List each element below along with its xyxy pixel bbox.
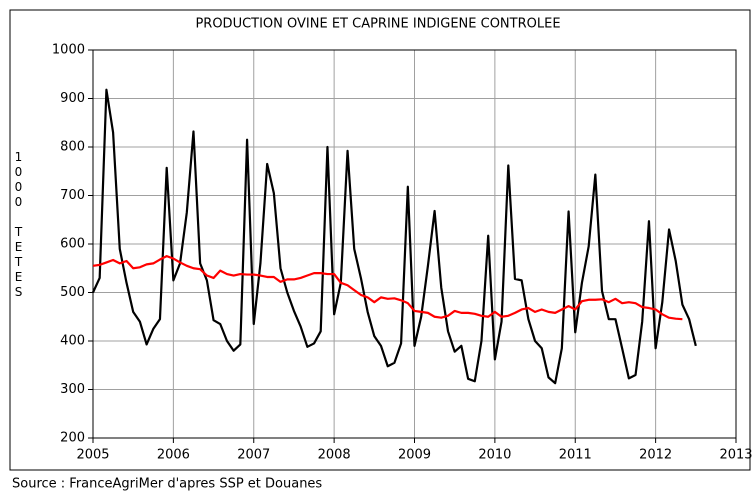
- series-line: [92, 255, 683, 321]
- x-tick-label: 2011: [559, 448, 592, 463]
- y-tick-label: 600: [60, 237, 85, 252]
- y-tick-label: 1000: [52, 43, 85, 58]
- y-tick-label: 800: [60, 140, 85, 155]
- x-tick-label: 2010: [478, 448, 511, 463]
- source: Source : FranceAgriMer d'apres SSP et Do…: [12, 477, 322, 492]
- x-tick-label: 2009: [398, 448, 431, 463]
- x-tick-label: 2012: [639, 448, 672, 463]
- plot-frame: [92, 49, 737, 439]
- x-tick-label: 2008: [318, 448, 351, 463]
- y-tick-label: 700: [60, 188, 85, 203]
- x-tick-label: 2013: [719, 448, 752, 463]
- series-line: [92, 88, 697, 385]
- x-tick-label: 2007: [237, 448, 270, 463]
- y-tick-label: 200: [60, 431, 85, 446]
- x-tick-label: 2005: [76, 448, 109, 463]
- y-tick-label: 400: [60, 334, 85, 349]
- chart-title: PRODUCTION OVINE ET CAPRINE INDIGENE CON…: [195, 17, 560, 32]
- y-axis-label: 1000 TETES: [12, 150, 26, 300]
- y-tick-label: 300: [60, 382, 85, 397]
- x-tick-label: 2006: [157, 448, 190, 463]
- chart-frame: [9, 9, 751, 471]
- y-tick-label: 900: [60, 91, 85, 106]
- y-tick-label: 500: [60, 285, 85, 300]
